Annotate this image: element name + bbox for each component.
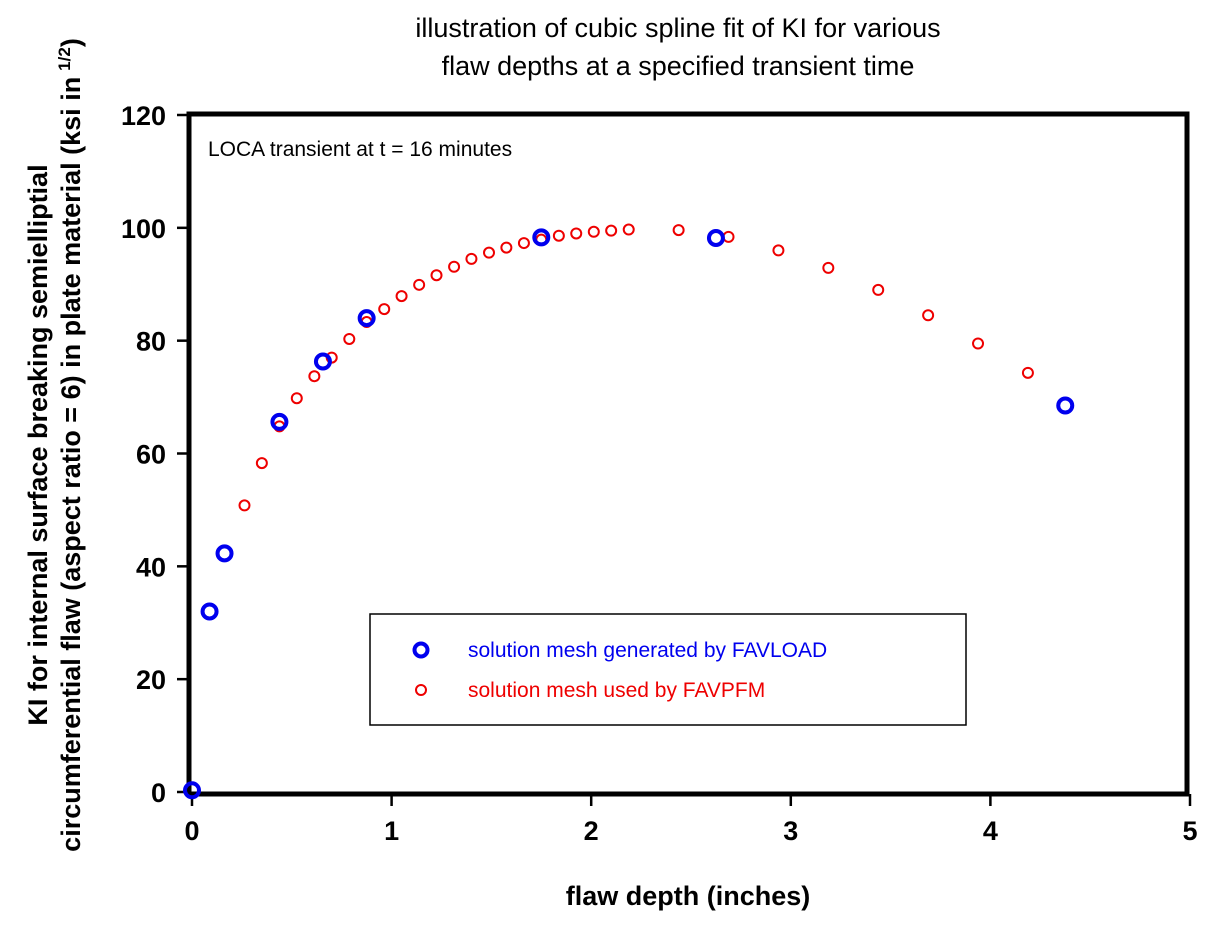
x-tick-label: 1 <box>384 816 399 846</box>
series-favpfm-points <box>238 223 1034 512</box>
x-tick-label: 4 <box>983 816 998 846</box>
favpfm-point <box>500 241 513 254</box>
y-axis-title: KI for internal surface breaking semiell… <box>23 38 86 852</box>
favload-point <box>532 228 551 247</box>
y-tick-label: 100 <box>121 214 166 244</box>
legend-marker-favpfm <box>415 684 427 696</box>
favpfm-point <box>448 260 461 273</box>
legend-label-favload: solution mesh generated by FAVLOAD <box>468 639 827 662</box>
favpfm-point <box>922 309 935 322</box>
y-tick-label: 120 <box>121 101 166 131</box>
y-axis-title-line2-sup: 1/2 <box>55 47 74 71</box>
favload-point <box>1056 396 1075 415</box>
favpfm-point <box>255 457 268 470</box>
y-axis-title-line2: circumferential flaw (aspect ratio = 6) … <box>55 38 86 852</box>
legend: solution mesh generated by FAVLOAD solut… <box>369 613 967 726</box>
favpfm-point <box>605 224 618 237</box>
favpfm-point <box>430 269 443 282</box>
legend-marker-favload <box>412 641 430 659</box>
x-tick-label: 0 <box>184 816 199 846</box>
x-tick-label: 3 <box>783 816 798 846</box>
favload-point <box>183 781 201 800</box>
favpfm-point <box>395 290 408 303</box>
transient-annotation: LOCA transient at t = 16 minutes <box>208 138 512 161</box>
favpfm-point <box>972 337 985 350</box>
y-axis-title-line1: KI for internal surface breaking semiell… <box>23 164 53 725</box>
y-axis-ticks: 0 20 40 60 80 100 120 <box>121 101 189 808</box>
favload-point <box>200 602 219 621</box>
y-tick-label: 60 <box>136 440 166 470</box>
favpfm-point <box>587 225 600 238</box>
favpfm-point <box>378 303 391 316</box>
favload-point <box>215 544 234 563</box>
favpfm-point <box>772 244 785 257</box>
x-tick-label: 2 <box>584 816 599 846</box>
favload-point <box>357 309 376 328</box>
favload-point <box>270 412 289 431</box>
legend-label-favpfm: solution mesh used by FAVPFM <box>468 679 765 702</box>
y-tick-label: 80 <box>136 327 166 357</box>
chart-title-line2: flaw depths at a specified transient tim… <box>442 51 915 81</box>
favload-point <box>313 352 332 371</box>
favpfm-point <box>465 252 478 265</box>
y-tick-label: 0 <box>151 778 166 808</box>
favpfm-point <box>622 223 635 236</box>
y-axis-title-line2-main: circumferential flaw (aspect ratio = 6) … <box>56 77 86 852</box>
legend-box <box>369 613 967 726</box>
favload-point <box>706 228 725 247</box>
chart-title-line1: illustration of cubic spline fit of KI f… <box>415 13 940 43</box>
x-axis-title: flaw depth (inches) <box>566 881 811 911</box>
y-axis-title-line2-end: ) <box>56 38 86 47</box>
y-tick-label: 20 <box>136 665 166 695</box>
favpfm-point <box>517 237 530 250</box>
favpfm-point <box>1021 366 1034 379</box>
favpfm-point <box>672 224 685 237</box>
series-favload-points <box>183 228 1075 800</box>
favpfm-point <box>343 332 356 345</box>
favpfm-point <box>872 283 885 296</box>
favpfm-point <box>552 229 565 242</box>
y-tick-label: 40 <box>136 552 166 582</box>
favpfm-point <box>570 227 583 240</box>
favpfm-point <box>290 392 303 405</box>
favpfm-point <box>413 278 426 291</box>
favpfm-point <box>308 370 321 383</box>
x-axis-ticks: 0 1 2 3 4 5 <box>184 794 1198 846</box>
favpfm-point <box>483 246 496 259</box>
favpfm-point <box>238 499 251 512</box>
favpfm-point <box>822 261 835 274</box>
x-tick-label: 5 <box>1182 816 1197 846</box>
